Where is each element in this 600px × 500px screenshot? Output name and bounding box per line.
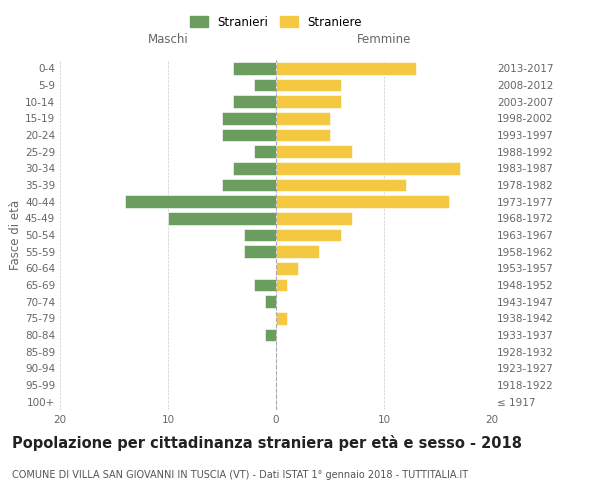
Bar xyxy=(276,196,449,208)
Bar xyxy=(276,112,330,124)
Bar xyxy=(265,329,276,341)
Bar xyxy=(276,146,352,158)
Text: COMUNE DI VILLA SAN GIOVANNI IN TUSCIA (VT) - Dati ISTAT 1° gennaio 2018 - TUTTI: COMUNE DI VILLA SAN GIOVANNI IN TUSCIA (… xyxy=(12,470,468,480)
Bar xyxy=(276,62,416,74)
Bar xyxy=(276,79,341,92)
Bar xyxy=(276,212,352,224)
Bar xyxy=(233,96,276,108)
Bar xyxy=(276,262,298,274)
Text: Popolazione per cittadinanza straniera per età e sesso - 2018: Popolazione per cittadinanza straniera p… xyxy=(12,435,522,451)
Bar xyxy=(233,62,276,74)
Y-axis label: Fasce di età: Fasce di età xyxy=(9,200,22,270)
Bar xyxy=(276,246,319,258)
Bar xyxy=(222,129,276,141)
Bar xyxy=(276,312,287,324)
Bar xyxy=(222,179,276,192)
Bar xyxy=(254,279,276,291)
Bar xyxy=(276,96,341,108)
Bar xyxy=(276,229,341,241)
Bar xyxy=(276,162,460,174)
Bar xyxy=(254,146,276,158)
Bar xyxy=(125,196,276,208)
Bar xyxy=(276,129,330,141)
Bar xyxy=(168,212,276,224)
Text: Maschi: Maschi xyxy=(148,33,188,46)
Bar xyxy=(222,112,276,124)
Bar xyxy=(276,279,287,291)
Legend: Stranieri, Straniere: Stranieri, Straniere xyxy=(185,11,367,34)
Text: Femmine: Femmine xyxy=(357,33,411,46)
Bar xyxy=(244,246,276,258)
Bar xyxy=(244,229,276,241)
Bar xyxy=(276,179,406,192)
Bar xyxy=(265,296,276,308)
Bar xyxy=(233,162,276,174)
Bar xyxy=(254,79,276,92)
